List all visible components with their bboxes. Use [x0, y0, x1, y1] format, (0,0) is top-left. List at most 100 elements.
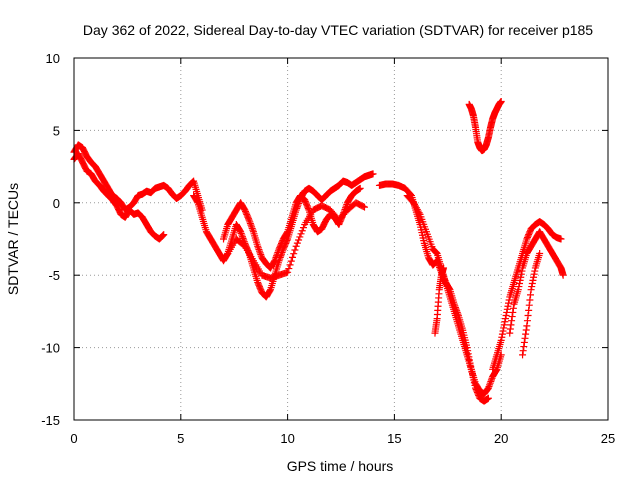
data-point: [559, 271, 567, 279]
data-point: [498, 330, 506, 338]
data-point: [247, 221, 255, 229]
y-tick-label: -10: [41, 341, 60, 356]
data-point: [504, 302, 512, 310]
data-point: [518, 267, 526, 275]
data-point: [524, 312, 532, 320]
data-point: [255, 246, 263, 254]
data-point: [514, 286, 522, 294]
data-point: [451, 302, 459, 310]
data-point: [557, 235, 565, 243]
data-point: [501, 318, 509, 326]
data-point: [464, 347, 472, 355]
data-point: [453, 307, 461, 315]
data-point: [523, 322, 531, 330]
data-point: [503, 305, 511, 313]
data-point: [274, 248, 282, 256]
data-point: [508, 317, 516, 325]
data-point: [273, 250, 281, 258]
y-tick-label: -15: [41, 413, 60, 428]
data-point: [486, 381, 494, 389]
data-point: [248, 223, 256, 231]
data-point: [369, 170, 377, 178]
y-tick-label: 10: [46, 51, 60, 66]
data-point: [519, 347, 527, 355]
x-tick-label: 20: [494, 431, 508, 446]
data-point: [356, 184, 364, 192]
data-point: [521, 334, 529, 342]
data-point: [487, 378, 495, 386]
data-point: [526, 296, 534, 304]
data-point: [497, 97, 505, 105]
data-point: [500, 324, 508, 332]
data-point: [484, 384, 492, 392]
data-point: [415, 209, 423, 217]
data-point: [292, 242, 300, 250]
data-point: [296, 233, 304, 241]
data-point: [359, 203, 367, 211]
data-point: [530, 270, 538, 278]
data-point: [254, 244, 262, 252]
data-point: [499, 327, 507, 335]
data-point: [271, 257, 279, 265]
data-point: [254, 242, 262, 250]
data-point: [465, 353, 473, 361]
data-point: [500, 321, 508, 329]
data-point: [290, 250, 298, 258]
data-point: [525, 306, 533, 314]
data-point: [454, 310, 462, 318]
data-point: [295, 236, 303, 244]
data-point: [288, 253, 296, 261]
data-points: [70, 97, 567, 405]
data-point: [501, 315, 509, 323]
data-point: [293, 239, 301, 247]
data-point: [304, 205, 312, 213]
data-point: [453, 308, 461, 316]
data-point: [522, 330, 530, 338]
data-point: [505, 299, 513, 307]
data-point: [528, 283, 536, 291]
data-point: [248, 224, 256, 232]
data-point: [520, 343, 528, 351]
data-point: [283, 229, 291, 237]
data-point: [257, 251, 265, 259]
data-point: [505, 296, 513, 304]
data-point: [249, 226, 257, 234]
data-point: [440, 264, 448, 272]
data-point: [517, 270, 525, 278]
data-point: [530, 273, 538, 281]
data-point: [525, 301, 533, 309]
data-point: [517, 273, 525, 281]
data-point: [445, 285, 453, 293]
y-tick-label: 5: [53, 123, 60, 138]
x-tick-label: 15: [387, 431, 401, 446]
data-point: [271, 255, 279, 263]
data-point: [498, 333, 506, 341]
data-point: [238, 231, 246, 239]
data-point: [529, 276, 537, 284]
data-point: [450, 300, 458, 308]
data-point: [508, 313, 516, 321]
data-point: [526, 291, 534, 299]
data-point: [246, 218, 254, 226]
data-point: [158, 232, 166, 240]
data-point: [519, 351, 527, 359]
data-point: [522, 326, 530, 334]
data-point: [274, 247, 282, 255]
data-point: [237, 228, 245, 236]
data-point: [286, 261, 294, 269]
data-point: [516, 279, 524, 287]
data-point: [291, 246, 299, 254]
data-point: [297, 230, 305, 238]
axis-ticks: 0 5 10 15 20 25 -15 -10 -5 0 5 10: [41, 51, 615, 446]
y-tick-label: -5: [48, 268, 60, 283]
data-point: [452, 305, 460, 313]
x-tick-label: 10: [280, 431, 294, 446]
data-point: [245, 216, 253, 224]
x-tick-label: 0: [70, 431, 77, 446]
x-axis-label: GPS time / hours: [287, 458, 394, 474]
data-point: [528, 279, 536, 287]
x-tick-label: 5: [177, 431, 184, 446]
data-point: [520, 338, 528, 346]
data-point: [527, 286, 535, 294]
data-point: [287, 257, 295, 265]
